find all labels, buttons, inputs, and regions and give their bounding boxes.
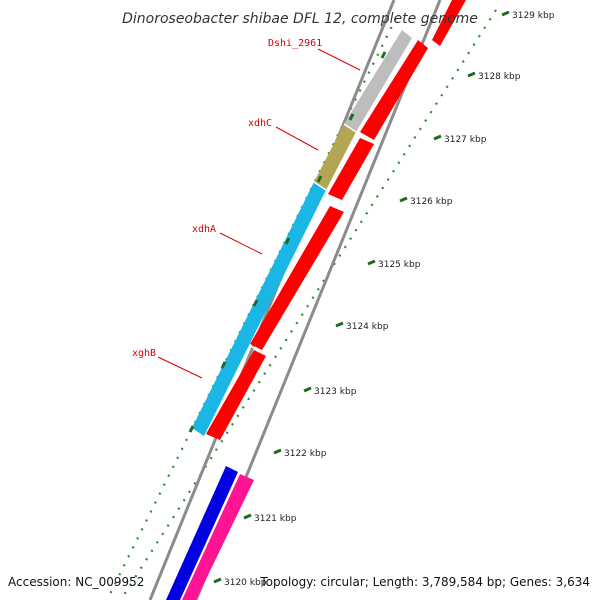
outer-tick-track	[121, 9, 497, 599]
tick-label: 3129 kbp	[512, 11, 555, 21]
major-tick-mark	[399, 196, 408, 203]
tick-label: 3123 kbp	[314, 387, 357, 397]
gene-label-leader	[219, 232, 263, 255]
tick-label: 3120 kbp	[224, 578, 267, 588]
gene-boundary	[359, 133, 375, 143]
gene-pink[interactable]	[182, 474, 254, 600]
tick-label: 3125 kbp	[378, 260, 421, 270]
inner-tick-mark	[220, 361, 227, 369]
map-title: Dinoroseobacter shibae DFL 12, complete …	[122, 11, 478, 27]
major-tick-mark	[213, 577, 222, 584]
major-tick-mark	[367, 259, 376, 266]
gene-dshi-2961[interactable]	[344, 30, 412, 132]
gene-boundary	[343, 123, 357, 133]
gene-label-layer: Dshi_2961 xdhC xdhA xghB	[132, 38, 361, 379]
gene-label[interactable]: Dshi_2961	[268, 38, 322, 49]
tick-label: 3124 kbp	[346, 322, 389, 332]
tick-label: 3121 kbp	[254, 514, 297, 524]
major-tick-mark	[243, 513, 252, 520]
gene-label[interactable]: xghB	[132, 348, 156, 359]
inner-tick-mark	[316, 175, 323, 183]
gene-red-top[interactable]	[432, 0, 466, 46]
gene-red-lower[interactable]	[206, 350, 266, 440]
gene-boundary	[313, 181, 327, 191]
gene-xdhc[interactable]	[314, 124, 356, 190]
tick-label: 3128 kbp	[478, 72, 521, 82]
major-tick-mark	[501, 10, 510, 17]
major-tick-mark	[273, 448, 282, 455]
inner-tick-mark	[380, 51, 387, 59]
major-tick-mark	[467, 71, 476, 78]
tick-label: 3122 kbp	[284, 449, 327, 459]
gene-blue[interactable]	[166, 466, 238, 600]
inner-tick-mark	[284, 237, 291, 245]
accession-label: Accession: NC_009952	[8, 575, 144, 589]
major-tick-mark	[335, 321, 344, 328]
genome-summary: Topology: circular; Length: 3,789,584 bp…	[259, 575, 590, 589]
gene-red-upper[interactable]	[360, 40, 428, 140]
gene-boundary	[327, 199, 345, 209]
gene-label[interactable]: xdhA	[192, 224, 216, 235]
gene-red-long[interactable]	[250, 206, 344, 350]
inner-tick-mark	[348, 113, 355, 121]
inner-tick-mark	[188, 425, 195, 433]
tick-label: 3126 kbp	[410, 197, 453, 207]
major-tick-mark	[433, 134, 442, 141]
tick-label: 3127 kbp	[444, 135, 487, 145]
gene-label-leader	[275, 126, 319, 151]
gene-red-middle[interactable]	[328, 138, 374, 200]
tick-layer: 3120 kbp 3121 kbp 3122 kbp 3123 kbp 3124 kbp…	[188, 10, 555, 588]
gene-xdha[interactable]	[192, 182, 326, 436]
gene-separators	[249, 123, 375, 355]
inner-tick-mark	[252, 299, 259, 307]
gene-label[interactable]: xdhC	[248, 118, 272, 129]
gene-label-leader	[317, 48, 361, 71]
backbone-line-left	[148, 0, 396, 600]
gene-label-leader	[157, 356, 203, 379]
gene-boundary	[249, 345, 267, 355]
major-tick-mark	[303, 386, 312, 393]
